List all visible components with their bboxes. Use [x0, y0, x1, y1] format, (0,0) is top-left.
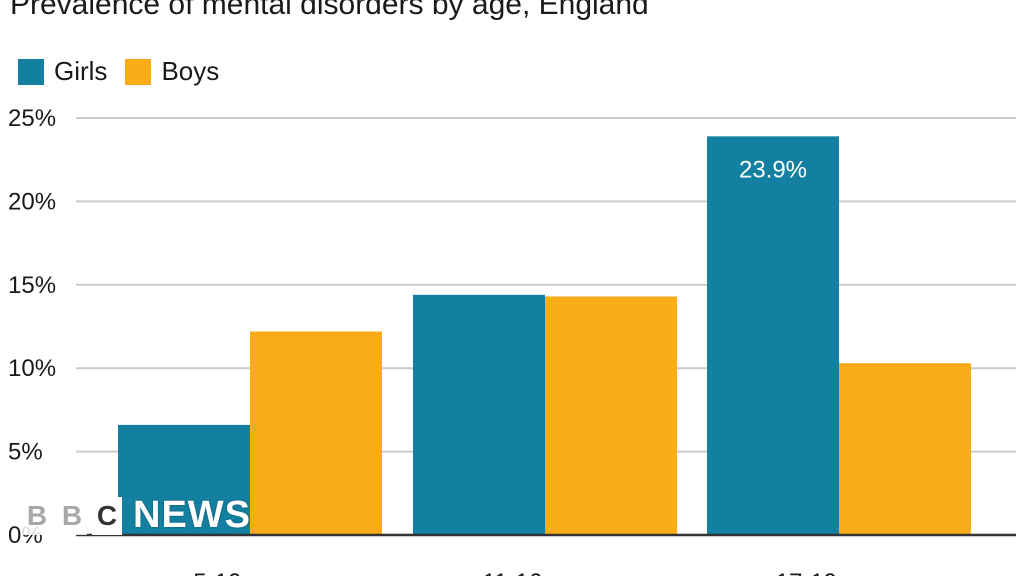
x-tick-label: 11-16 years: [483, 569, 608, 576]
y-tick-label: 5%: [8, 439, 43, 466]
bar-girls-2: [707, 136, 839, 535]
chart-title: Prevalence of mental disorders by age, E…: [10, 0, 649, 21]
data-label: 23.9%: [739, 156, 807, 183]
legend-label-girls: Girls: [54, 56, 108, 86]
labels: 0%5%10%15%20%25%5-10 years11-16 years17-…: [8, 105, 902, 576]
x-tick-label: 5-10 years: [193, 569, 306, 576]
bbc-news-logo: B B C NEWS: [22, 494, 251, 537]
bar-boys-1: [545, 296, 677, 535]
x-tick-label: 17-19 years: [776, 569, 903, 576]
legend-swatch-girls: [18, 58, 44, 85]
y-tick-label: 20%: [8, 188, 56, 215]
bbc-logo-block-1: B: [22, 496, 52, 535]
bars: [76, 136, 1016, 537]
legend-label-boys: Boys: [161, 56, 220, 86]
legend-item-girls: Girls: [18, 56, 107, 87]
bar-boys-0: [250, 331, 382, 535]
bbc-logo-block-3: C: [92, 496, 122, 535]
bar-girls-1: [413, 294, 545, 535]
bar-boys-2: [839, 363, 971, 535]
legend: Girls Boys: [18, 56, 237, 87]
y-tick-label: 15%: [8, 272, 56, 299]
legend-swatch-boys: [125, 58, 152, 85]
news-wordmark: NEWS: [133, 494, 251, 536]
y-tick-label: 10%: [8, 355, 56, 382]
bbc-logo-block-2: B: [57, 496, 87, 535]
y-tick-label: 25%: [8, 105, 56, 132]
bar-girls-0: [118, 424, 250, 535]
legend-item-boys: Boys: [125, 56, 219, 87]
